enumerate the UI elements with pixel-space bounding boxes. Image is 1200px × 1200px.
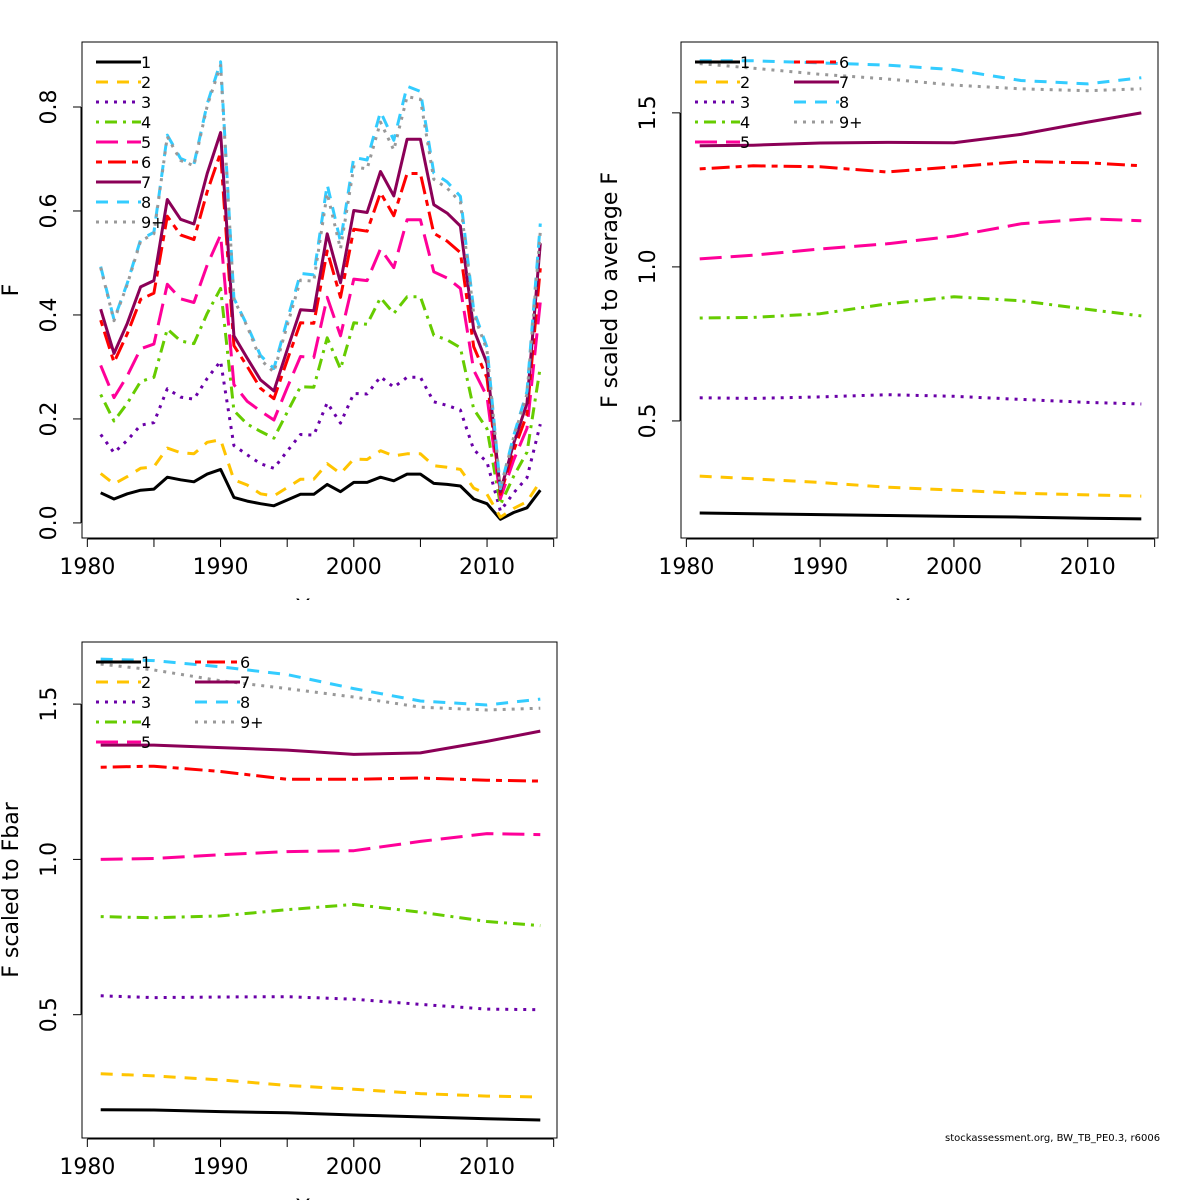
legend-label: 7 xyxy=(141,173,151,192)
x-axis-label: Year xyxy=(295,596,344,621)
legend-label: 5 xyxy=(740,133,750,152)
legend-label: 7 xyxy=(839,73,849,92)
series-line-age-7 xyxy=(99,131,542,494)
series-line-age-1 xyxy=(100,467,542,521)
y-tick-label: 0.6 xyxy=(37,193,62,228)
legend-label: 5 xyxy=(141,133,151,152)
plot-frame xyxy=(680,41,1159,539)
series-line-age-3 xyxy=(699,393,1142,406)
plot-frame xyxy=(81,41,558,539)
x-tick-label: 2000 xyxy=(326,1155,382,1180)
series-line-age-1 xyxy=(699,511,1142,521)
series-line-age-5 xyxy=(699,217,1142,261)
legend-label: 4 xyxy=(141,113,151,132)
x-tick-label: 1990 xyxy=(193,555,249,580)
legend-label: 8 xyxy=(240,693,250,712)
x-tick-label: 1990 xyxy=(193,1155,249,1180)
y-axis-label: F scaled to Fbar xyxy=(0,801,24,977)
series-line-age-6 xyxy=(100,764,541,783)
legend-label: 9+ xyxy=(141,213,165,232)
x-tick-label: 1990 xyxy=(792,555,848,580)
series-line-age-2 xyxy=(699,474,1142,498)
x-axis-label: Year xyxy=(295,1196,344,1200)
x-tick-label: 2000 xyxy=(326,555,382,580)
series-line-age-4 xyxy=(100,902,541,928)
legend-label: 3 xyxy=(141,693,151,712)
legend-label: 4 xyxy=(740,113,750,132)
x-tick-label: 2010 xyxy=(459,1155,515,1180)
series-line-age-5 xyxy=(100,832,541,861)
footnote: stockassessment.org, BW_TB_PE0.3, r6006 xyxy=(945,1133,1161,1144)
x-axis-label: Year xyxy=(895,596,944,621)
legend-label: 6 xyxy=(839,53,849,72)
series-line-age-4 xyxy=(699,295,1142,320)
legend-label: 1 xyxy=(740,53,750,72)
series-line-age-2 xyxy=(100,1072,541,1099)
series-line-age-7 xyxy=(699,111,1142,148)
series-line-age-4 xyxy=(99,286,542,507)
plot-frame xyxy=(81,641,558,1139)
series-line-age-6 xyxy=(699,160,1142,174)
legend-label: 3 xyxy=(141,93,151,112)
panel-2: 1980 1990 2000 2010 Year 0.5 1.0 1.5 F scaled to… xyxy=(598,41,1159,621)
legend-label: 2 xyxy=(740,73,750,92)
panel-1: 1980 1990 2000 2010 Year 0.0 0.2 0.4 0.6 0.8 F 1234… xyxy=(0,41,558,621)
legend-label: 9+ xyxy=(839,113,863,132)
series-line-age-3 xyxy=(100,994,541,1012)
y-tick-label: 0.0 xyxy=(37,505,62,540)
series-line-age-5 xyxy=(99,218,542,500)
legend-label: 3 xyxy=(740,93,750,112)
series-line-age-7 xyxy=(100,729,541,756)
series-line-age-9plus xyxy=(699,62,1142,93)
x-tick-label: 2010 xyxy=(459,555,515,580)
legend-label: 6 xyxy=(240,653,250,672)
series-line-age-3 xyxy=(99,359,542,513)
y-axis-label: F xyxy=(0,284,24,297)
legend-label: 2 xyxy=(141,673,151,692)
legend-label: 1 xyxy=(141,53,151,72)
x-tick-label: 2010 xyxy=(1060,555,1116,580)
legend-label: 6 xyxy=(141,153,151,172)
legend-label: 4 xyxy=(141,713,151,732)
legend-label: 7 xyxy=(240,673,250,692)
series-line-age-6 xyxy=(99,151,542,496)
y-tick-label: 0.4 xyxy=(37,297,62,332)
legend-label: 2 xyxy=(141,73,151,92)
x-tick-label: 1980 xyxy=(658,555,714,580)
legend-label: 8 xyxy=(839,93,849,112)
series-line-age-9plus xyxy=(100,662,541,712)
panel-3: 1980 1990 2000 2010 Year 0.5 1.0 1.5 F scaled to… xyxy=(0,641,558,1200)
y-tick-label: 1.0 xyxy=(636,249,661,284)
x-tick-label: 1980 xyxy=(59,1155,115,1180)
legend-label: 9+ xyxy=(240,713,264,732)
y-tick-label: 0.5 xyxy=(37,997,62,1032)
series-line-age-2 xyxy=(99,438,542,519)
y-tick-label: 0.8 xyxy=(37,89,62,124)
series-line-age-8 xyxy=(699,59,1142,86)
series-line-age-1 xyxy=(100,1108,541,1122)
x-tick-label: 2000 xyxy=(926,555,982,580)
legend-label: 5 xyxy=(141,733,151,752)
series-line-age-8 xyxy=(100,657,541,707)
y-tick-label: 1.5 xyxy=(37,687,62,722)
x-tick-label: 1980 xyxy=(59,555,115,580)
y-tick-label: 1.5 xyxy=(636,95,661,130)
y-axis-label: F scaled to average F xyxy=(598,172,623,408)
y-tick-label: 0.5 xyxy=(636,403,661,438)
y-tick-label: 0.2 xyxy=(37,401,62,436)
legend-label: 1 xyxy=(141,653,151,672)
y-tick-label: 1.0 xyxy=(37,842,62,877)
legend-label: 8 xyxy=(141,193,151,212)
